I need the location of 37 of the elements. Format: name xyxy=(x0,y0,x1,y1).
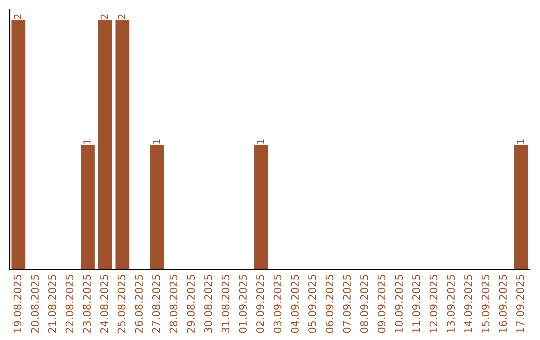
x-tick-label: 19.08.2025 xyxy=(14,275,22,333)
x-tick-label: 31.08.2025 xyxy=(222,275,230,334)
x-tick-label: 16.09.2025 xyxy=(499,275,508,333)
x-tick-label: 24.08.2025 xyxy=(100,275,108,334)
data-label: 2 xyxy=(100,14,108,20)
x-tick-label: 15.09.2025 xyxy=(482,275,490,333)
x-tick-label: 02.09.2025 xyxy=(256,275,264,334)
x-tick-label: 29.08.2025 xyxy=(187,275,196,334)
x-tick-label: 09.09.2025 xyxy=(378,275,386,334)
data-label: 1 xyxy=(152,140,160,144)
x-tick-label: 08.09.2025 xyxy=(360,275,368,334)
x-tick-label: 10.09.2025 xyxy=(395,275,404,333)
x-tick-label: 21.08.2025 xyxy=(48,275,56,334)
x-tick-label: 07.09.2025 xyxy=(343,275,352,334)
x-tick-label: 17.09.2025 xyxy=(516,275,524,333)
data-label: 1 xyxy=(516,140,524,144)
x-tick-label: 13.09.2025 xyxy=(447,275,456,333)
x-tick-label: 06.09.2025 xyxy=(326,275,334,334)
data-label: 1 xyxy=(84,140,91,144)
x-tick-label: 25.08.2025 xyxy=(118,275,126,334)
x-tick-label: 26.08.2025 xyxy=(135,275,144,334)
x-tick-label: 01.09.2025 xyxy=(239,275,248,334)
x-tick-label: 05.09.2025 xyxy=(308,275,316,334)
x-tick-label: 23.08.2025 xyxy=(83,275,92,334)
x-tick-label: 30.08.2025 xyxy=(204,275,212,334)
x-tick-label: 22.08.2025 xyxy=(66,275,74,334)
x-tick-label: 11.09.2025 xyxy=(412,275,420,333)
x-tick-label: 12.09.2025 xyxy=(430,275,438,333)
x-tick-label: 20.08.2025 xyxy=(31,275,40,334)
x-tick-label: 27.08.2025 xyxy=(152,275,160,334)
x-tick-label: 14.09.2025 xyxy=(464,275,472,333)
x-tick-label: 28.08.2025 xyxy=(170,275,178,334)
data-label: 2 xyxy=(118,14,126,20)
x-tick-label: 04.09.2025 xyxy=(291,275,300,334)
data-label: 2 xyxy=(14,14,22,20)
x-tick-label: 03.09.2025 xyxy=(274,275,282,334)
data-label: 1 xyxy=(256,140,264,144)
